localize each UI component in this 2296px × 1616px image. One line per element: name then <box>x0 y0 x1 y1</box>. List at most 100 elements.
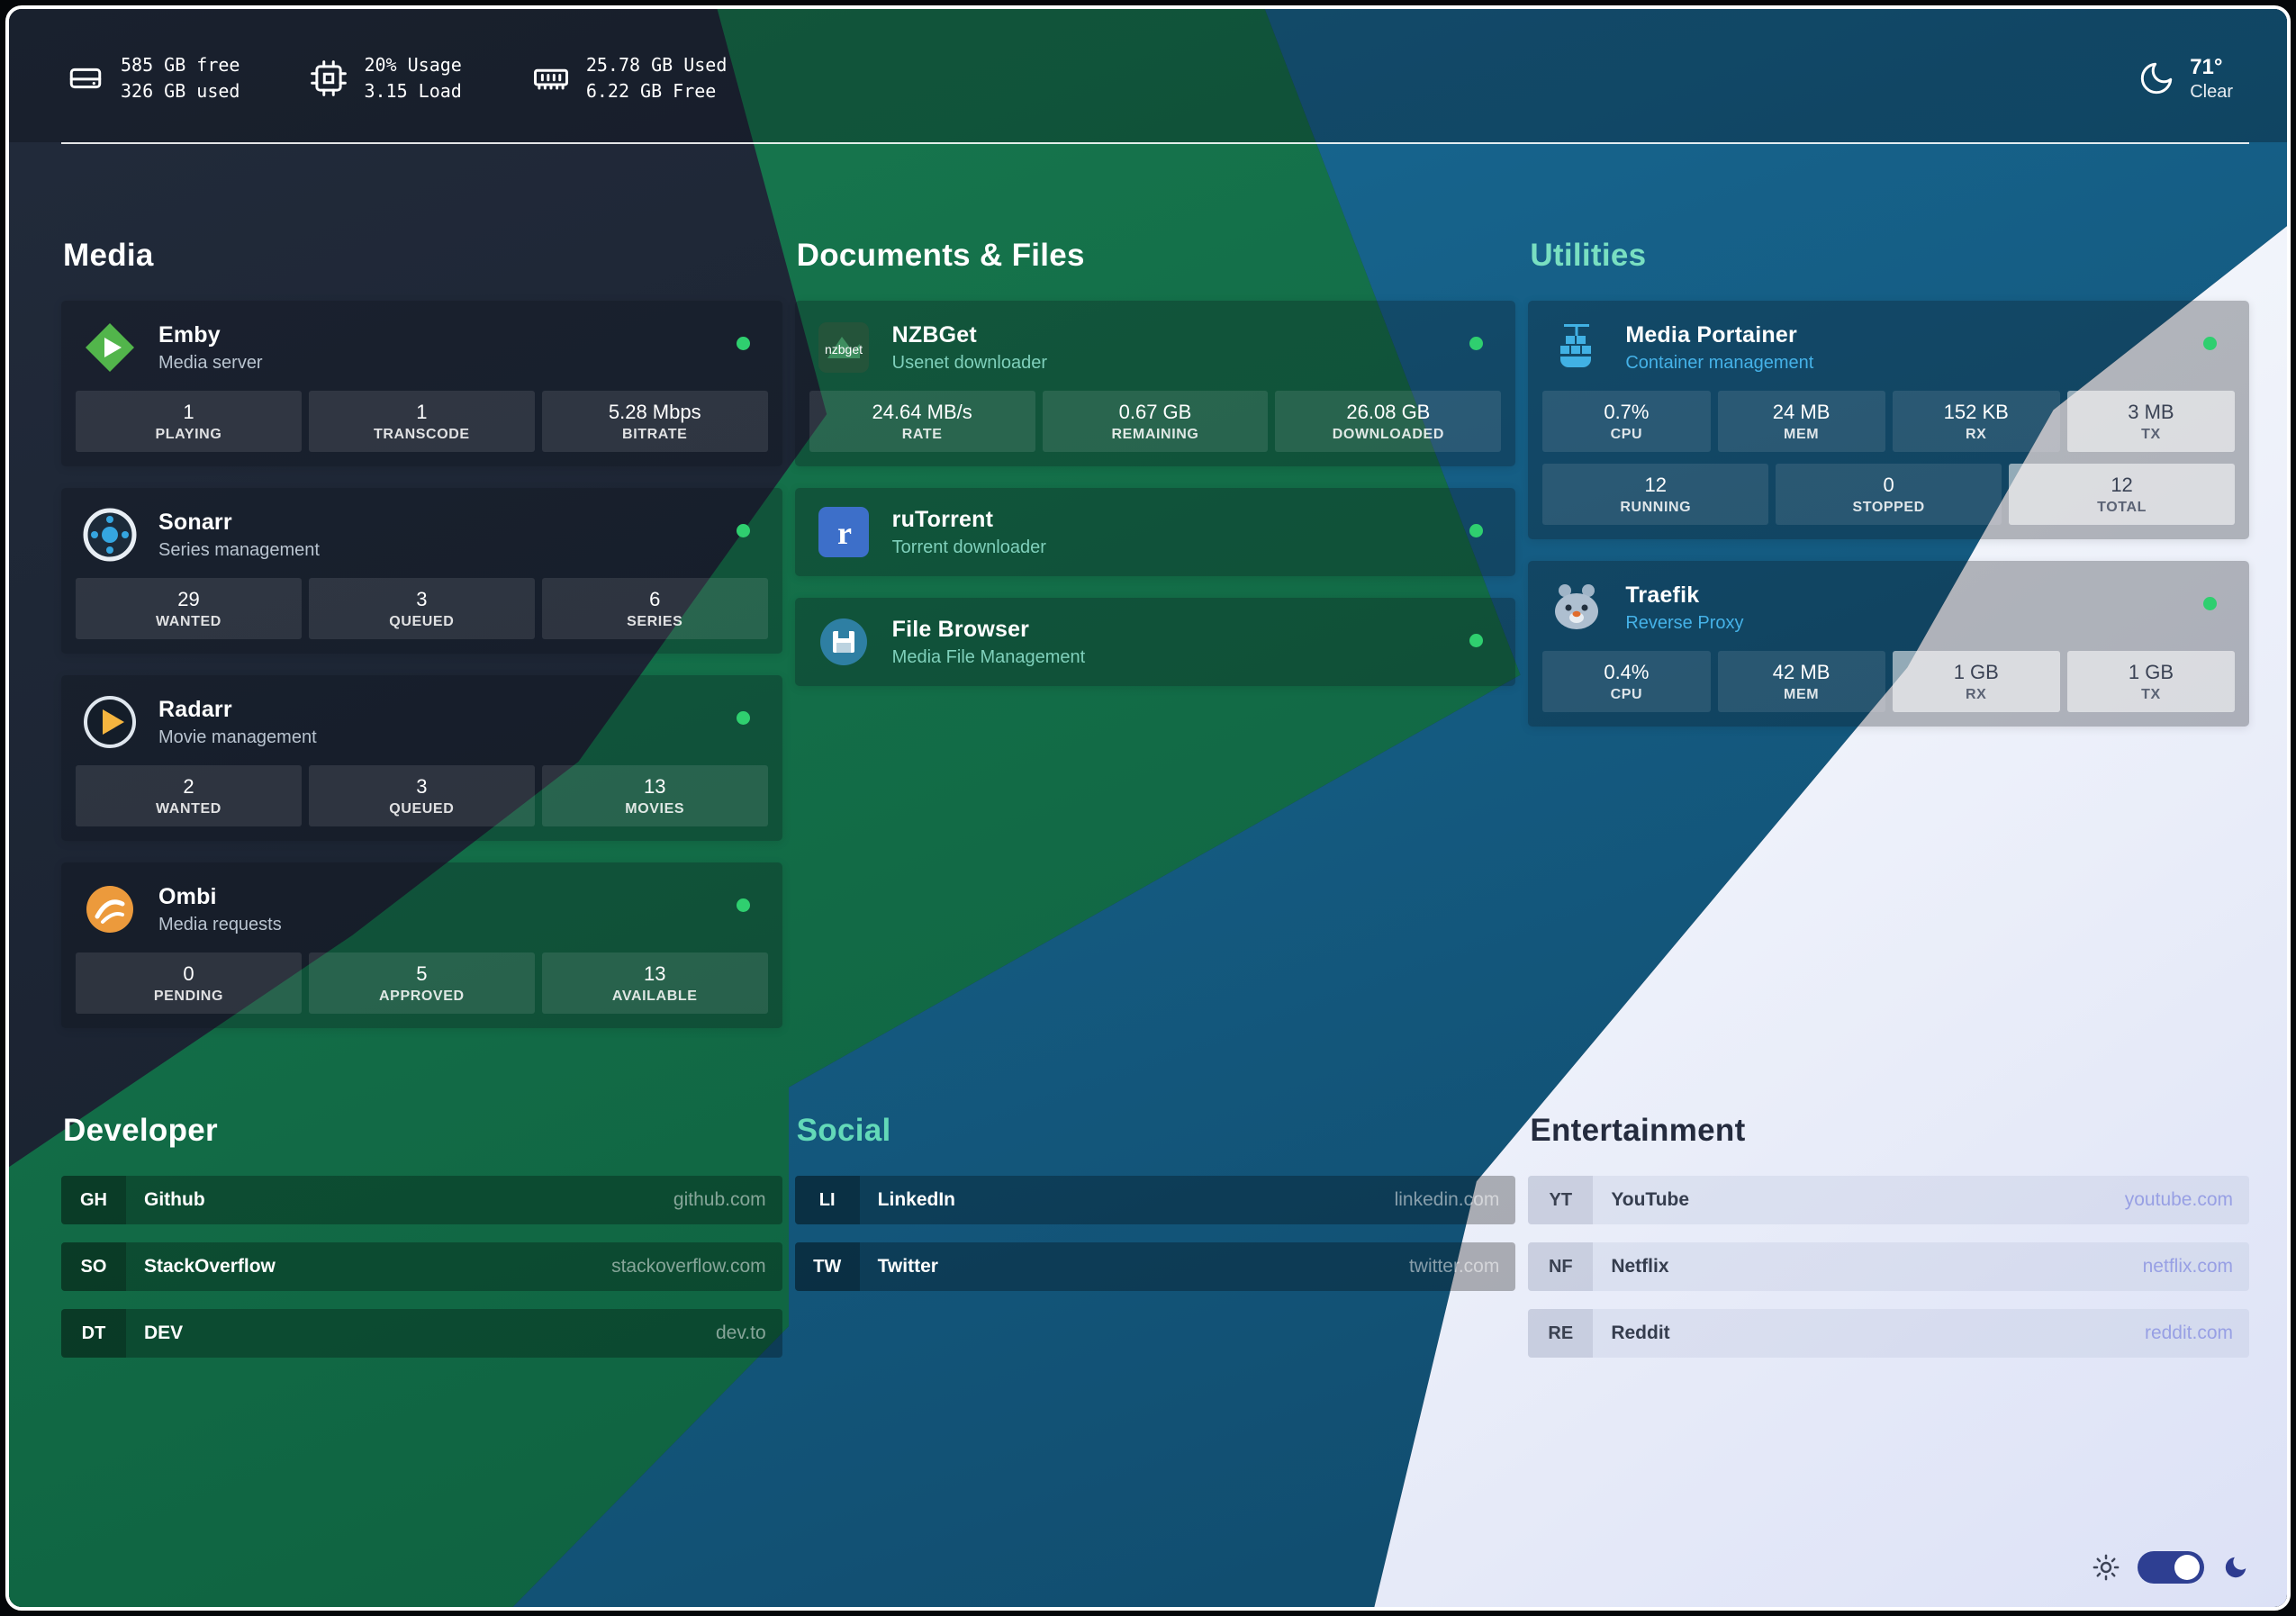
light-mode-icon[interactable] <box>2093 1554 2120 1581</box>
link-github[interactable]: GH Github github.com <box>61 1176 782 1224</box>
stat-label: APPROVED <box>379 988 465 1004</box>
stat-stopped: 0 STOPPED <box>1776 464 2002 525</box>
link-badge: LI <box>794 1176 860 1224</box>
link-name: Reddit <box>1611 1323 1670 1343</box>
rutorrent-icon: r <box>815 503 872 561</box>
section-developer: Developer GH Github github.com SO StackO… <box>61 1113 782 1376</box>
theme-toggle[interactable] <box>2138 1551 2204 1584</box>
stat-cpu: 0.4% CPU <box>1542 651 1711 712</box>
app-card-sonarr[interactable]: Sonarr Series management 29 WANTED 3 QUE… <box>61 488 782 654</box>
status-dot <box>1469 524 1484 537</box>
app-card-nzbget[interactable]: nzbget NZBGet Usenet downloader 24.64 MB… <box>794 301 1516 466</box>
stat-value: 13 <box>643 774 666 798</box>
stat-value: 26.08 GB <box>1346 400 1431 423</box>
link-dev[interactable]: DT DEV dev.to <box>61 1309 782 1358</box>
ram-used: 25.78 GB Used <box>585 54 728 76</box>
link-url: youtube.com <box>2124 1189 2233 1210</box>
stat-label: MOVIES <box>625 800 685 817</box>
stat-value: 2 <box>183 774 194 798</box>
stat-series: 6 SERIES <box>541 578 768 639</box>
stat-queued: 3 QUEUED <box>308 765 535 826</box>
app-name: Ombi <box>158 883 217 909</box>
stat-value: 5.28 Mbps <box>608 400 701 423</box>
app-card-rutorrent[interactable]: r ruTorrent Torrent downloader <box>794 488 1516 576</box>
stat-value: 152 KB <box>1943 400 2009 423</box>
memory-usage: 25.78 GB Used 6.22 GB Free <box>532 52 728 104</box>
stat-value: 1 GB <box>2128 660 2174 683</box>
stat-value: 24 MB <box>1772 400 1830 423</box>
link-name: YouTube <box>1611 1189 1690 1210</box>
link-linkedin[interactable]: LI LinkedIn linkedin.com <box>794 1176 1516 1224</box>
status-dot <box>1469 337 1484 350</box>
stat-value: 0 <box>1883 473 1894 496</box>
stat-queued: 3 QUEUED <box>308 578 535 639</box>
app-name: Traefik <box>1625 582 1700 608</box>
link-youtube[interactable]: YT YouTube youtube.com <box>1528 1176 2249 1224</box>
stat-transcode: 1 TRANSCODE <box>308 391 535 452</box>
stat-label: AVAILABLE <box>611 988 698 1004</box>
section-title: Documents & Files <box>796 238 1085 273</box>
section-documents-files: Documents & Files nzbget NZBGet Usenet d… <box>794 238 1516 708</box>
section-title: Utilities <box>1530 238 1647 273</box>
stat-value: 0.4% <box>1604 660 1650 683</box>
link-reddit[interactable]: RE Reddit reddit.com <box>1528 1309 2249 1358</box>
app-subtitle: Series management <box>158 539 320 560</box>
stat-value: 13 <box>643 961 666 985</box>
stat-tx: 3 MB TX <box>2066 391 2236 452</box>
stat-label: RX <box>1966 686 1987 702</box>
app-card-portainer[interactable]: Media Portainer Container management 0.7… <box>1528 301 2249 539</box>
section-title: Media <box>63 238 154 273</box>
link-stackoverflow[interactable]: SO StackOverflow stackoverflow.com <box>61 1242 782 1291</box>
stat-label: REMAINING <box>1111 426 1199 442</box>
stat-value: 12 <box>2111 473 2133 496</box>
app-name: NZBGet <box>891 321 977 348</box>
dark-mode-icon[interactable] <box>2222 1554 2249 1581</box>
app-card-radarr[interactable]: Radarr Movie management 2 WANTED 3 QUEUE… <box>61 675 782 841</box>
cpu-icon <box>310 59 348 97</box>
stat-value: 3 MB <box>2128 400 2174 423</box>
stat-label: TX <box>2141 686 2161 702</box>
apps-row: Media Emby Media server <box>61 238 2249 1050</box>
link-badge: DT <box>61 1309 126 1358</box>
cpu-usage-value: 20% Usage <box>364 54 462 76</box>
app-card-filebrowser[interactable]: File Browser Media File Management <box>794 598 1516 686</box>
radarr-icon <box>81 693 139 751</box>
stat-value: 3 <box>416 587 428 610</box>
stat-wanted: 2 WANTED <box>76 765 302 826</box>
status-dot <box>736 337 750 350</box>
link-badge: YT <box>1528 1176 1594 1224</box>
stat-label: TX <box>2141 426 2161 442</box>
app-card-emby[interactable]: Emby Media server 1 PLAYING 1 TRANSCODE <box>61 301 782 466</box>
stat-wanted: 29 WANTED <box>76 578 302 639</box>
app-subtitle: Container management <box>1625 352 1814 373</box>
stat-rate: 24.64 MB/s RATE <box>809 391 1035 452</box>
stat-label: MEM <box>1784 686 1820 702</box>
app-name: Radarr <box>158 696 232 722</box>
weather-condition: Clear <box>2190 81 2233 102</box>
section-entertainment: Entertainment YT YouTube youtube.com NF … <box>1528 1113 2249 1376</box>
link-twitter[interactable]: TW Twitter twitter.com <box>794 1242 1516 1291</box>
disk-free: 585 GB free <box>121 54 240 76</box>
link-netflix[interactable]: NF Netflix netflix.com <box>1528 1242 2249 1291</box>
svg-text:r: r <box>837 515 852 551</box>
link-url: reddit.com <box>2144 1323 2233 1343</box>
link-url: github.com <box>673 1189 766 1210</box>
stat-label: TOTAL <box>2097 499 2147 515</box>
status-dot <box>736 524 750 537</box>
stat-running: 12 RUNNING <box>1542 464 1769 525</box>
stat-cpu: 0.7% CPU <box>1542 391 1711 452</box>
ram-free: 6.22 GB Free <box>585 80 717 102</box>
link-name: StackOverflow <box>144 1256 276 1277</box>
app-card-traefik[interactable]: Traefik Reverse Proxy 0.4% CPU 42 MB MEM <box>1528 561 2249 727</box>
app-name: File Browser <box>891 616 1030 642</box>
sonarr-icon <box>81 506 139 564</box>
stat-total: 12 TOTAL <box>2009 464 2235 525</box>
disk-used: 326 GB used <box>121 80 240 102</box>
link-name: Netflix <box>1611 1256 1669 1277</box>
link-url: dev.to <box>716 1323 766 1343</box>
link-badge: NF <box>1528 1242 1594 1291</box>
app-name: ruTorrent <box>891 506 994 532</box>
app-card-ombi[interactable]: Ombi Media requests 0 PENDING 5 APPROVED <box>61 862 782 1028</box>
disk-usage: 585 GB free 326 GB used <box>67 52 240 104</box>
ram-icon <box>532 59 570 97</box>
